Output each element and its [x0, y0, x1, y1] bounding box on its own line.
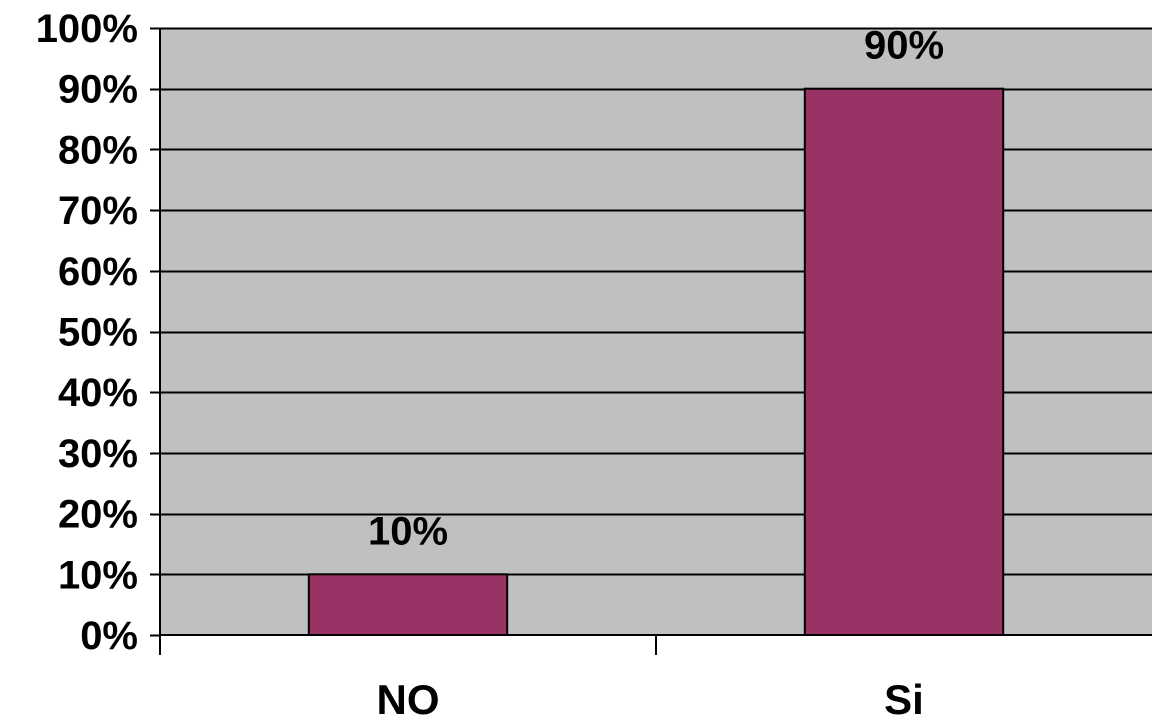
bars	[307, 87, 1005, 636]
y-tick-label: 30%	[58, 432, 138, 476]
y-tick-label: 0%	[80, 614, 138, 658]
y-tick-label: 70%	[58, 189, 138, 233]
y-tick-labels: 0% 10% 20% 30% 40% 50% 60% 70% 80% 90% 100%	[36, 7, 138, 658]
y-tick-label: 90%	[58, 68, 138, 112]
y-tick-label: 50%	[58, 311, 138, 355]
data-label-no: 10%	[368, 509, 448, 553]
bar-si	[803, 87, 1005, 636]
y-tick-label: 40%	[58, 371, 138, 415]
y-tick-label: 20%	[58, 493, 138, 537]
category-label-si: Si	[884, 676, 924, 722]
data-labels: 10% 90%	[368, 24, 944, 554]
y-tick-label: 80%	[58, 128, 138, 172]
axes	[150, 27, 1152, 655]
y-tick-label: 100%	[36, 7, 138, 51]
y-tick-label: 60%	[58, 250, 138, 294]
data-label-si: 90%	[864, 24, 944, 68]
bar-no	[307, 573, 509, 636]
y-tick-label: 10%	[58, 553, 138, 597]
category-label-no: NO	[377, 676, 440, 722]
x-category-labels: NO Si	[377, 676, 924, 722]
